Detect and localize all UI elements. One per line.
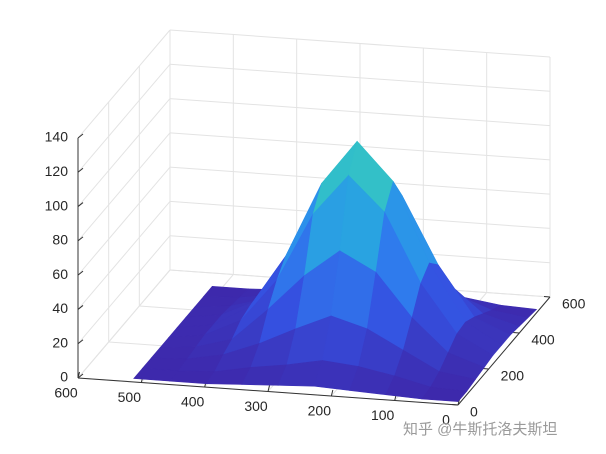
tick-mark [77, 339, 84, 345]
z-tick-label: 20 [52, 334, 68, 350]
tick-mark [330, 389, 334, 397]
x-tick-label: 400 [181, 394, 205, 410]
tick-mark [77, 371, 80, 379]
z-tick-label: 100 [45, 197, 69, 213]
y-axis [457, 296, 551, 406]
z-tick-label: 140 [45, 129, 69, 145]
tick-mark [77, 270, 84, 276]
grid-line [77, 29, 171, 139]
x-tick-label: 300 [244, 398, 268, 414]
tick-mark [77, 305, 84, 310]
tick-mark [77, 167, 84, 173]
watermark: 知乎 @牛斯托洛夫斯坦 [403, 421, 557, 438]
grid-line [77, 269, 171, 379]
grid-line [77, 98, 171, 207]
grid-line [77, 63, 171, 173]
x-tick-label: 500 [118, 389, 142, 405]
grid-line [77, 166, 171, 276]
grid-line [77, 201, 171, 310]
tick-mark [77, 373, 84, 379]
z-tick-label: 0 [60, 369, 68, 385]
x-tick-label: 100 [371, 407, 395, 423]
y-tick-label: 600 [562, 296, 586, 312]
tick-mark [543, 296, 551, 298]
surface-patch [421, 386, 468, 402]
x-tick-label: 0 [442, 412, 450, 428]
x-tick-label: 200 [308, 403, 332, 419]
x-tick-label: 600 [54, 385, 78, 401]
z-tick-label: 80 [52, 232, 68, 248]
z-tick-label: 40 [52, 300, 68, 316]
tick-mark [77, 133, 84, 139]
tick-mark [267, 385, 270, 392]
tick-mark [77, 202, 84, 207]
grid-line [77, 235, 171, 345]
y-tick-label: 0 [470, 404, 478, 420]
tick-mark [451, 404, 459, 406]
y-tick-label: 200 [501, 368, 525, 384]
tick-mark [77, 236, 84, 242]
grid-line [77, 132, 171, 242]
z-tick-label: 60 [52, 266, 68, 282]
tick-mark [513, 332, 520, 334]
z-tick-label: 120 [45, 163, 69, 179]
y-tick-label: 400 [531, 332, 555, 348]
